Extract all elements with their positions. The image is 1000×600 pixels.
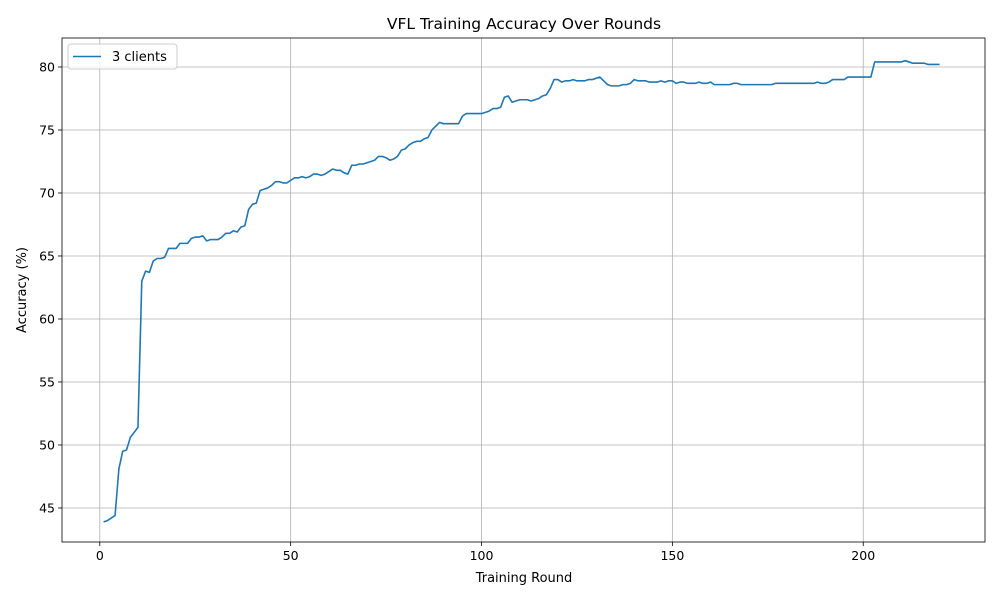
y-tick-label: 80 xyxy=(39,59,55,74)
x-tick-label: 200 xyxy=(851,548,875,563)
y-tick-label: 50 xyxy=(39,437,55,452)
y-tick-label: 45 xyxy=(39,500,55,515)
x-axis-ticks: 0 50 100 150 200 xyxy=(96,542,875,563)
series-layer xyxy=(103,59,940,523)
x-tick-label: 0 xyxy=(96,548,104,563)
legend-box xyxy=(67,43,178,70)
grid-lines xyxy=(62,38,985,542)
y-tick-label: 55 xyxy=(39,374,55,389)
plot-frame xyxy=(61,37,986,543)
legend: 3 clients xyxy=(67,43,178,70)
y-tick-label: 70 xyxy=(39,185,55,200)
y-axis-label: Accuracy (%) xyxy=(15,247,30,333)
chart-title: VFL Training Accuracy Over Rounds xyxy=(387,15,661,33)
x-tick-label: 100 xyxy=(470,548,494,563)
legend-label-3-clients: 3 clients xyxy=(112,50,167,65)
x-axis-label: Training Round xyxy=(475,571,573,586)
x-tick-label: 150 xyxy=(660,548,684,563)
y-tick-label: 75 xyxy=(39,122,55,137)
x-tick-label: 50 xyxy=(283,548,299,563)
y-axis-ticks: 45 50 55 60 65 70 75 80 xyxy=(39,59,62,515)
y-tick-label: 60 xyxy=(39,311,55,326)
series-line-0 xyxy=(103,59,940,523)
y-tick-label: 65 xyxy=(39,248,55,263)
